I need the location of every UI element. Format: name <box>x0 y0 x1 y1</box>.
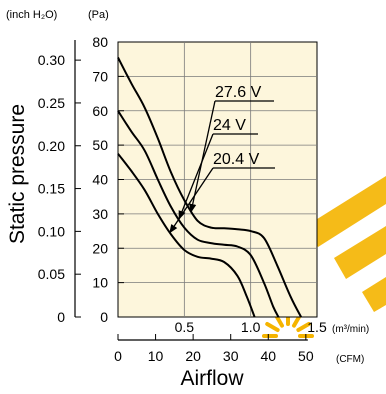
x-m3-tick-label: 0.5 <box>175 319 195 335</box>
x-m3-tick-label: 1.0 <box>241 319 261 335</box>
y-unit-inch-label: (inch H₂O) <box>6 9 57 21</box>
y-inch-tick-label: 0.25 <box>38 95 65 111</box>
series-label: 24 V <box>213 117 246 134</box>
x-axis-title: Airflow <box>180 367 244 390</box>
x-m3-tick-label: 1.5 <box>307 319 327 335</box>
series-line <box>117 110 280 318</box>
watermark-stripe <box>334 226 386 279</box>
x-unit-m3-label: (m³/min) <box>332 324 369 335</box>
series-label-arrow <box>178 133 214 220</box>
series-line <box>117 57 302 318</box>
x-cfm-tick-label: 10 <box>148 348 164 364</box>
watermark-stripe <box>306 176 386 247</box>
x-cfm-tick-label: 20 <box>185 348 201 364</box>
y-axis-title: Static pressure <box>6 104 29 244</box>
series-annotations: 27.6 V 24 V 20.4 V <box>169 84 275 234</box>
y-pa-tick-label: 70 <box>92 68 108 84</box>
x-cfm-tick-label: 40 <box>260 348 276 364</box>
x-cfm-tick-label: 30 <box>223 348 239 364</box>
y-inch-tick-label: 0.30 <box>38 52 65 68</box>
watermark-stripe <box>362 277 386 312</box>
y-pa-tick-label: 60 <box>92 103 108 119</box>
axes: 0 10 20 30 40 50 60 70 80 0 0.05 0.10 0.15 0.20 0.25 0.… <box>38 34 327 364</box>
y-pa-tick-label: 50 <box>92 137 108 153</box>
y-pa-tick-label: 30 <box>92 206 108 222</box>
series-label-arrow <box>189 100 216 214</box>
watermark-ray <box>296 322 311 332</box>
watermark-logo <box>306 176 386 312</box>
y-pa-tick-label: 20 <box>92 240 108 256</box>
y-unit-pa-label: (Pa) <box>88 9 109 21</box>
y-pa-tick-label: 10 <box>92 275 108 291</box>
y-inch-tick-label: 0.10 <box>38 223 65 239</box>
y-inch-tick-label: 0 <box>57 309 65 325</box>
watermark-ray <box>265 322 280 332</box>
y-inch-tick-label: 0.20 <box>38 138 65 154</box>
y-pa-tick-label: 80 <box>92 34 108 50</box>
y-pa-tick-label: 0 <box>100 309 108 325</box>
x-cfm-tick-label: 50 <box>298 348 314 364</box>
x-unit-cfm-label: (CFM) <box>336 354 364 365</box>
x-cfm-tick-label: 0 <box>114 348 122 364</box>
series-curves <box>117 57 302 318</box>
y-pa-tick-label: 40 <box>92 172 108 188</box>
y-inch-tick-label: 0.15 <box>38 181 65 197</box>
series-label-arrow <box>169 167 214 234</box>
watermark-sun-icon <box>262 310 314 338</box>
series-line <box>117 153 256 318</box>
series-label: 27.6 V <box>215 84 262 101</box>
y-inch-tick-label: 0.05 <box>38 266 65 282</box>
series-label: 20.4 V <box>213 151 260 168</box>
